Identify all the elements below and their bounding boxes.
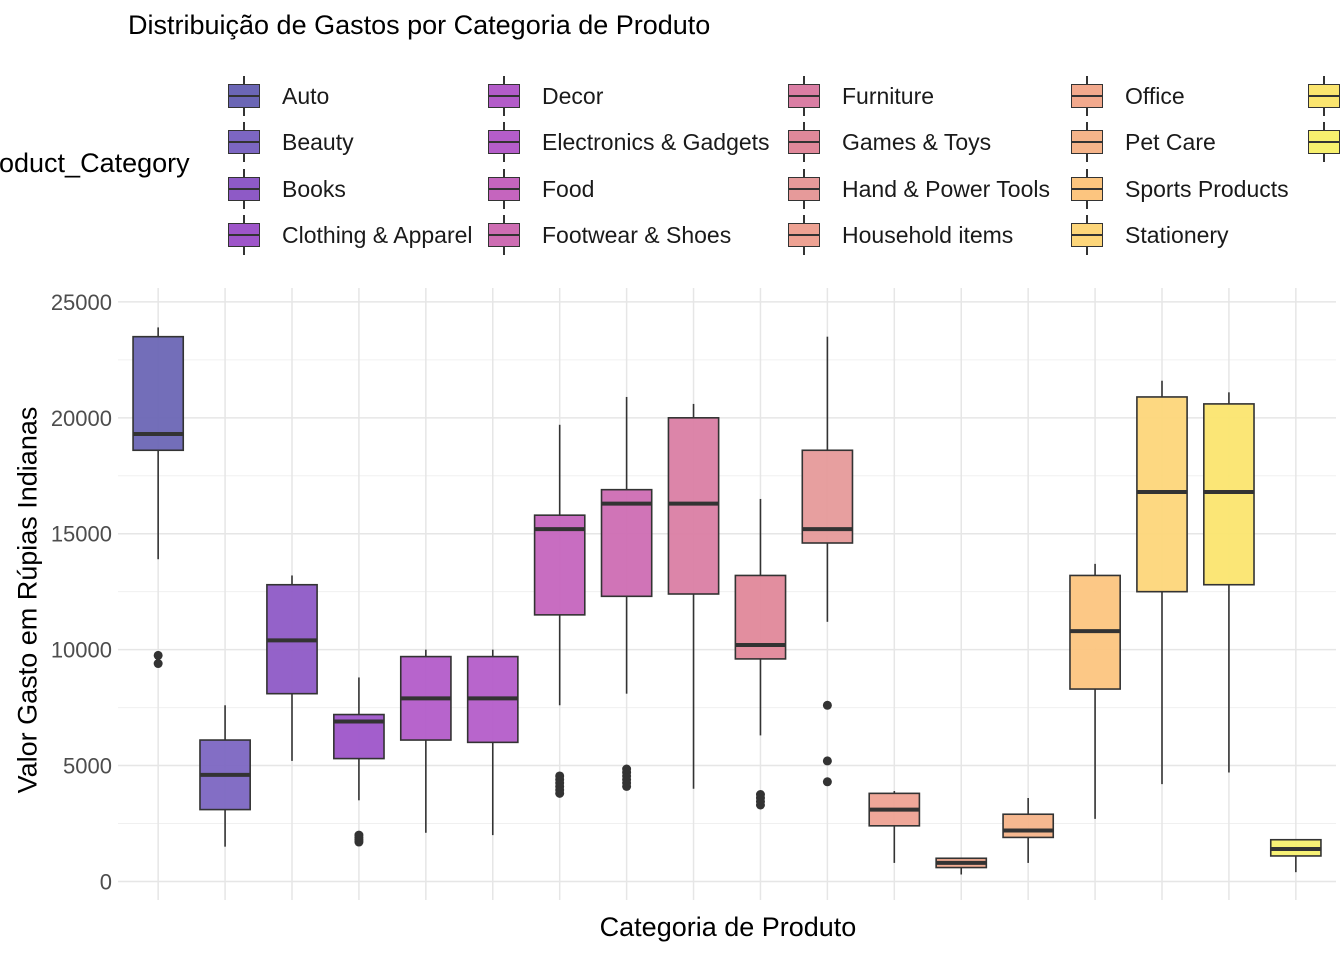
legend-label: Clothing & Apparel <box>282 221 473 248</box>
y-tick-label: 0 <box>100 869 112 894</box>
legend-label: Games & Toys <box>842 128 992 155</box>
legend-label: Sports Products <box>1125 175 1289 202</box>
y-tick-label: 25000 <box>51 290 112 315</box>
legend-item: Sports Products <box>1069 169 1289 209</box>
y-axis-title: Valor Gasto em Rúpias Indianas <box>12 406 43 794</box>
legend-label: Footwear & Shoes <box>542 221 732 248</box>
legend-item: Electronics & Gadgets <box>486 122 770 162</box>
legend-item: Stationery <box>1069 215 1229 255</box>
outlier-point <box>153 650 163 660</box>
legend-label: Decor <box>542 82 604 109</box>
box <box>667 417 720 595</box>
box <box>132 335 185 452</box>
legend-item: Hand & Power Tools <box>786 169 1050 209</box>
legend-key <box>226 215 262 255</box>
legend-key <box>786 169 822 209</box>
legend-title: Product_Category <box>0 148 190 178</box>
legend-item: Books <box>226 169 346 209</box>
chart-title: Distribuição de Gastos por Categoria de … <box>128 10 711 40</box>
box <box>600 488 653 598</box>
outlier-point <box>755 790 765 800</box>
legend-label: Electronics & Gadgets <box>542 128 770 155</box>
box <box>1002 813 1055 839</box>
legend-label: Auto <box>282 82 330 109</box>
y-tick-label: 15000 <box>51 522 112 547</box>
legend-label: Hand & Power Tools <box>842 175 1050 202</box>
legend-key <box>226 169 262 209</box>
legend-item: Office <box>1069 76 1185 116</box>
legend-item <box>1306 76 1344 116</box>
legend-item: Auto <box>226 76 329 116</box>
legend-item: Household items <box>786 215 1013 255</box>
outlier-point <box>153 659 163 669</box>
legend-item: Clothing & Apparel <box>226 215 473 255</box>
box <box>1203 403 1255 586</box>
outlier-point <box>822 756 832 766</box>
legend-key <box>1069 122 1105 162</box>
legend-key <box>1069 76 1105 116</box>
legend-key <box>486 122 522 162</box>
box <box>1136 396 1188 593</box>
legend-item: Footwear & Shoes <box>486 215 731 255</box>
legend-key <box>1306 76 1342 116</box>
legend-label: Food <box>542 175 595 202</box>
legend-key <box>786 215 822 255</box>
legend-key <box>486 169 522 209</box>
legend-key <box>1306 122 1342 162</box>
legend-item: Games & Toys <box>786 122 991 162</box>
legend-item: Furniture <box>786 76 934 116</box>
legend-label: Pet Care <box>1125 128 1216 155</box>
x-axis-title: Categoria de Produto <box>599 912 857 942</box>
outlier-point <box>622 764 632 774</box>
y-tick-label: 5000 <box>63 754 112 779</box>
y-tick-label: 20000 <box>51 406 112 431</box>
legend-item: Decor <box>486 76 603 116</box>
legend-label: Books <box>282 175 346 202</box>
y-tick-label: 10000 <box>51 638 112 663</box>
legend-item: Beauty <box>226 122 354 162</box>
legend-label: Office <box>1125 82 1185 109</box>
legend-key <box>1069 169 1105 209</box>
outlier-point <box>822 777 832 787</box>
legend-key <box>486 76 522 116</box>
legend-label: Stationery <box>1125 221 1229 248</box>
legend-item: Food <box>486 169 594 209</box>
outlier-point <box>822 700 832 710</box>
legend-key <box>486 215 522 255</box>
legend-key <box>786 76 822 116</box>
outlier-point <box>354 830 364 840</box>
legend-key <box>226 76 262 116</box>
legend-label: Beauty <box>282 128 354 155</box>
legend-item <box>1306 122 1344 162</box>
legend-key <box>786 122 822 162</box>
box <box>533 514 586 616</box>
legend-key <box>226 122 262 162</box>
legend-label: Household items <box>842 221 1014 248</box>
legend-item: Pet Care <box>1069 122 1216 162</box>
outlier-point <box>555 771 565 781</box>
legend-key <box>1069 215 1105 255</box>
legend-label: Furniture <box>842 82 935 109</box>
